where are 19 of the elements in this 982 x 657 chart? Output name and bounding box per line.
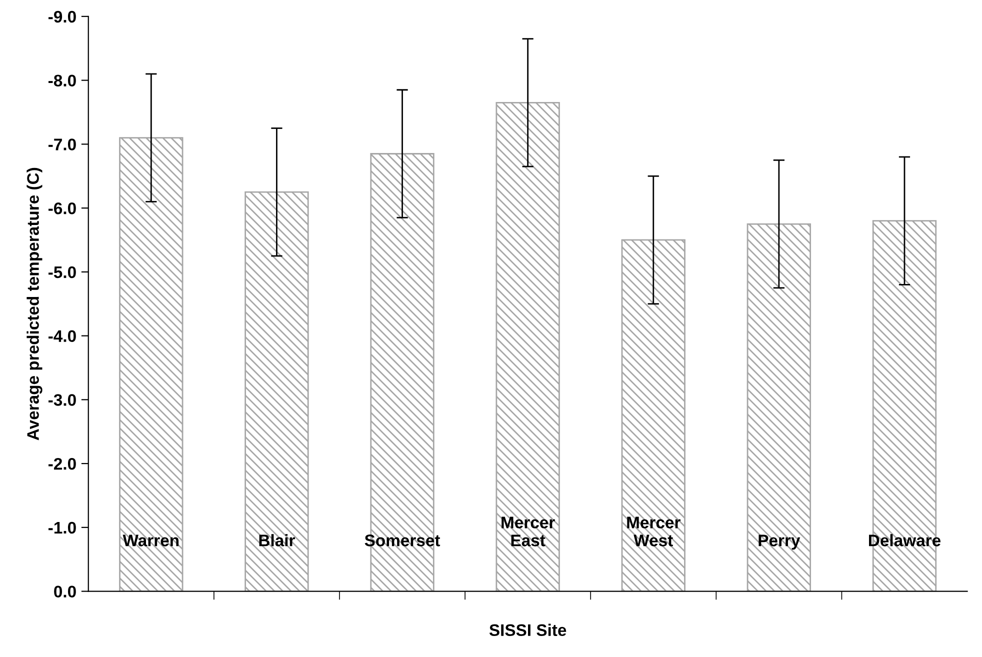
x-tick-label: Blair [259, 534, 295, 546]
x-tick-label: Warren [122, 534, 179, 546]
x-tick-label: Mercer East [502, 516, 555, 546]
y-tick-label: -9.0 [48, 10, 76, 23]
y-tick-label: -2.0 [48, 458, 76, 470]
y-tick-label: -6.0 [48, 202, 76, 214]
y-tick-label: -3.0 [48, 394, 76, 406]
x-tick-label: Delaware [869, 534, 941, 546]
y-tick-label: -1.0 [48, 522, 76, 534]
y-tick-label: -7.0 [48, 138, 76, 150]
x-tick-label: Mercer West [627, 516, 680, 546]
y-axis-title: Average predicted temperature (C) [26, 168, 42, 440]
y-tick-label: -4.0 [48, 330, 76, 342]
x-axis-title: SISSI Site [489, 624, 566, 636]
y-tick-label: 0.0 [54, 586, 76, 598]
x-tick-label: Somerset [364, 534, 440, 546]
y-tick-label: -8.0 [48, 74, 76, 87]
y-tick-label: -5.0 [48, 266, 76, 278]
x-tick-label: Perry [758, 534, 800, 550]
